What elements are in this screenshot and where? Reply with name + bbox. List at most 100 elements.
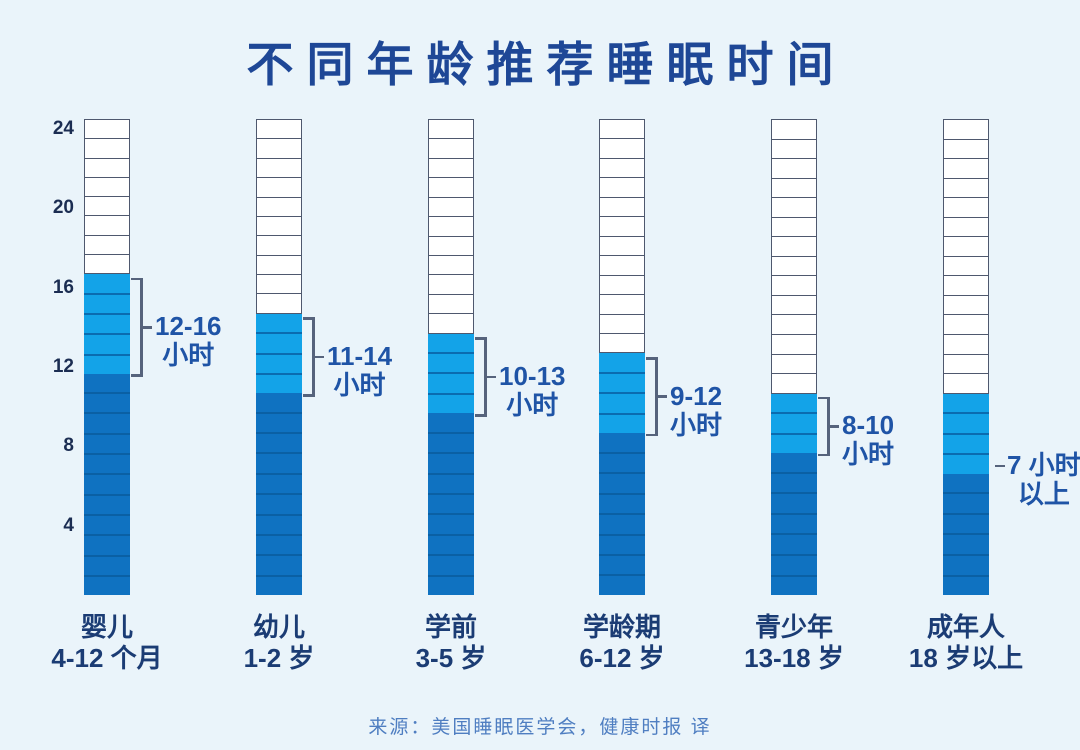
hour-block-white [599, 178, 645, 198]
range-label-line2: 小时 [506, 389, 559, 420]
hour-block-dark [599, 472, 645, 493]
hour-block-dark [428, 493, 474, 514]
range-label: 9-12 小时 [670, 380, 723, 440]
hour-block-white [428, 178, 474, 198]
category-group: 青少年 [754, 612, 833, 642]
hour-block-white [771, 315, 817, 336]
hour-block-dark [771, 533, 817, 555]
hour-block-white [771, 295, 817, 316]
hour-block-dark [428, 554, 474, 575]
hour-block-dark [84, 432, 130, 454]
hour-block-dark [428, 574, 474, 596]
hour-block-white [428, 158, 474, 179]
range-bracket-bottom-arm [474, 414, 487, 417]
hour-block-white [428, 139, 474, 159]
range-bracket-top-arm [817, 396, 830, 400]
y-tick-label: 24 [52, 117, 74, 139]
hour-block-white [599, 295, 645, 315]
hour-block-dark [428, 431, 474, 453]
range-label: 10-13 小时 [499, 361, 566, 420]
hour-block-light [943, 393, 989, 413]
hour-block-light [84, 333, 130, 354]
range-bracket-top-arm [474, 337, 487, 340]
hour-block-dark [428, 452, 474, 473]
hour-block-dark [256, 574, 302, 595]
hour-block-light [428, 392, 474, 414]
hour-block-dark [84, 574, 130, 596]
hour-block-dark [599, 513, 645, 534]
hour-block-dark [943, 473, 989, 493]
hour-block-white [943, 237, 989, 257]
hour-block-dark [428, 513, 474, 534]
hour-block-light [84, 353, 130, 374]
hour-block-dark [256, 493, 302, 514]
hour-block-white [256, 178, 302, 198]
hour-block-white [599, 119, 645, 140]
category-age: 13-18 岁 [744, 643, 844, 673]
sleep-bar-column [943, 119, 989, 596]
range-label-line2: 以上 [1017, 479, 1070, 510]
hour-block-white [771, 237, 817, 257]
category-age: 4-12 个月 [51, 643, 163, 673]
hour-block-dark [84, 473, 130, 494]
category-group: 成年人 [926, 612, 1005, 642]
hour-block-white [428, 294, 474, 315]
range-bracket-top-arm [302, 317, 315, 320]
range-label-line1: 9-12 [670, 380, 723, 411]
hour-block-white [428, 314, 474, 334]
hour-block-dark [771, 492, 817, 513]
hour-block-white [84, 139, 130, 159]
range-label: 8-10 小时 [842, 411, 894, 469]
range-bracket-mid-tick [655, 395, 667, 398]
hour-block-white [84, 177, 130, 198]
hour-block-dark [943, 512, 989, 534]
hour-block-light [84, 312, 130, 334]
hour-block-dark [771, 574, 817, 596]
hour-block-light [771, 393, 817, 413]
range-bracket-top-arm [130, 277, 143, 281]
hour-block-light [599, 371, 645, 393]
hour-block-dark [428, 533, 474, 555]
hour-block-dark [599, 533, 645, 554]
hour-block-white [84, 255, 130, 275]
range-label-line2: 小时 [162, 340, 215, 371]
hour-block-white [84, 197, 130, 217]
hour-block-white [943, 295, 989, 316]
hour-block-white [771, 159, 817, 179]
hour-block-white [84, 216, 130, 236]
hour-block-white [771, 119, 817, 140]
hour-block-white [599, 158, 645, 179]
hour-block-dark [428, 472, 474, 494]
hour-block-white [599, 197, 645, 218]
category-age: 1-2 岁 [243, 643, 315, 673]
range-label-line2: 小时 [842, 439, 895, 470]
y-tick-label: 12 [52, 355, 74, 377]
hour-block-white [256, 275, 302, 295]
chart-title: 不同年龄推荐睡眠时间 [246, 38, 847, 91]
hour-block-white [256, 158, 302, 179]
category-group: 学前 [424, 612, 477, 642]
range-label-line1: 11-14 [327, 341, 393, 371]
hour-block-dark [84, 392, 130, 413]
category-age: 6-12 岁 [579, 643, 665, 673]
hour-block-dark [256, 533, 302, 555]
hour-block-light [943, 453, 989, 474]
sleep-bar-column [84, 119, 130, 596]
hour-block-light [771, 432, 817, 454]
hour-block-white [84, 158, 130, 178]
category-label: 婴儿 4-12 个月 [0, 612, 217, 674]
hour-block-dark [428, 413, 474, 432]
hour-block-white [84, 119, 130, 140]
hour-block-white [771, 139, 817, 160]
hour-block-light [84, 274, 130, 293]
hour-block-white [943, 119, 989, 140]
hour-block-white [771, 178, 817, 199]
hour-block-white [256, 119, 302, 140]
hour-block-white [256, 236, 302, 256]
hour-block-white [256, 197, 302, 217]
hour-block-white [771, 217, 817, 238]
range-bracket-bottom-arm [817, 453, 830, 457]
hour-block-dark [256, 554, 302, 575]
hour-block-dark [599, 492, 645, 514]
